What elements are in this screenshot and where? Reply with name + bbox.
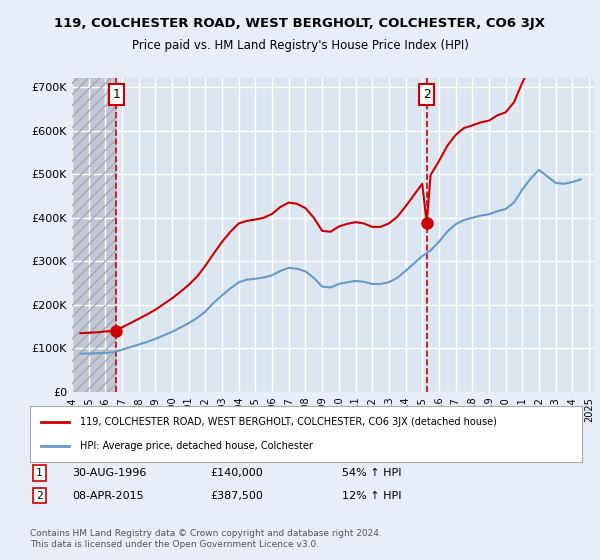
Text: 12% ↑ HPI: 12% ↑ HPI xyxy=(342,491,401,501)
Text: £140,000: £140,000 xyxy=(210,468,263,478)
Text: 1: 1 xyxy=(112,88,120,101)
Text: 54% ↑ HPI: 54% ↑ HPI xyxy=(342,468,401,478)
Text: HPI: Average price, detached house, Colchester: HPI: Average price, detached house, Colc… xyxy=(80,441,313,451)
Bar xyxy=(72,78,116,392)
Text: 2: 2 xyxy=(423,88,431,101)
Text: 2: 2 xyxy=(36,491,43,501)
Text: Contains HM Land Registry data © Crown copyright and database right 2024.
This d: Contains HM Land Registry data © Crown c… xyxy=(30,529,382,549)
Text: 1: 1 xyxy=(36,468,43,478)
Text: 119, COLCHESTER ROAD, WEST BERGHOLT, COLCHESTER, CO6 3JX: 119, COLCHESTER ROAD, WEST BERGHOLT, COL… xyxy=(55,17,545,30)
Text: 119, COLCHESTER ROAD, WEST BERGHOLT, COLCHESTER, CO6 3JX (detached house): 119, COLCHESTER ROAD, WEST BERGHOLT, COL… xyxy=(80,417,497,427)
Text: Price paid vs. HM Land Registry's House Price Index (HPI): Price paid vs. HM Land Registry's House … xyxy=(131,39,469,52)
Bar xyxy=(72,78,116,392)
Text: £387,500: £387,500 xyxy=(210,491,263,501)
Text: 08-APR-2015: 08-APR-2015 xyxy=(72,491,143,501)
Text: 30-AUG-1996: 30-AUG-1996 xyxy=(72,468,146,478)
